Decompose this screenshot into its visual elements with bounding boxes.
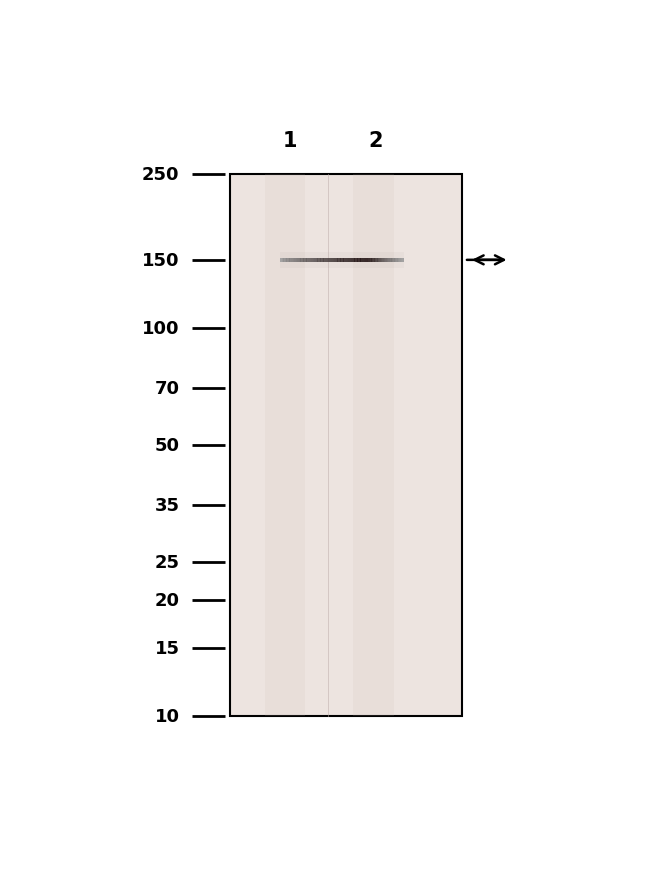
Bar — [285, 259, 287, 262]
Bar — [334, 259, 336, 262]
Text: 20: 20 — [155, 591, 179, 609]
Bar — [400, 259, 402, 262]
Bar — [292, 259, 294, 262]
Bar — [230, 175, 462, 717]
Text: 2: 2 — [369, 131, 383, 151]
Bar — [343, 259, 345, 262]
Bar — [368, 259, 370, 262]
Bar — [313, 259, 315, 262]
Bar — [320, 259, 322, 262]
Bar — [371, 259, 373, 262]
Bar — [341, 259, 342, 262]
Bar — [280, 259, 282, 262]
Bar — [289, 259, 291, 262]
Bar — [374, 259, 376, 262]
Bar — [353, 259, 354, 262]
Bar — [384, 259, 385, 262]
Bar — [308, 259, 310, 262]
Bar — [390, 259, 391, 262]
Bar — [373, 259, 374, 262]
Bar — [350, 259, 352, 262]
Bar — [283, 259, 285, 262]
Bar — [380, 259, 382, 262]
Bar — [362, 259, 364, 262]
Bar — [331, 259, 333, 262]
Bar — [316, 259, 317, 262]
Bar — [336, 259, 337, 262]
Bar — [395, 259, 396, 262]
Bar — [351, 259, 353, 262]
Bar — [306, 259, 308, 262]
Bar — [281, 259, 283, 262]
Text: 250: 250 — [142, 166, 179, 183]
Text: 35: 35 — [155, 496, 179, 514]
Bar — [382, 259, 384, 262]
Bar — [337, 259, 339, 262]
Text: 100: 100 — [142, 320, 179, 338]
Bar — [391, 259, 393, 262]
Bar — [348, 259, 350, 262]
Bar — [388, 259, 390, 262]
Bar — [296, 259, 298, 262]
Text: 15: 15 — [155, 640, 179, 657]
Bar — [387, 259, 389, 262]
Bar — [328, 259, 330, 262]
Text: 25: 25 — [155, 554, 179, 571]
Bar — [299, 259, 300, 262]
Bar — [324, 259, 325, 262]
Bar — [318, 259, 320, 262]
Bar — [365, 259, 367, 262]
Bar — [333, 259, 335, 262]
Bar — [317, 259, 319, 262]
Bar — [378, 259, 379, 262]
Bar — [376, 259, 378, 262]
Text: 10: 10 — [155, 707, 179, 726]
Bar — [398, 259, 399, 262]
Bar — [311, 259, 313, 262]
Bar — [370, 259, 372, 262]
Bar — [302, 259, 304, 262]
Bar — [396, 259, 398, 262]
Bar — [294, 259, 296, 262]
Bar — [345, 259, 347, 262]
Bar — [291, 259, 292, 262]
Bar — [399, 259, 401, 262]
Bar — [325, 259, 327, 262]
Bar — [379, 259, 381, 262]
Bar — [354, 259, 356, 262]
Bar — [288, 259, 290, 262]
Bar — [322, 259, 324, 262]
Bar — [330, 259, 332, 262]
Bar — [280, 253, 404, 269]
Bar — [402, 259, 404, 262]
Text: 70: 70 — [155, 380, 179, 398]
Bar — [265, 175, 306, 717]
Bar — [287, 259, 288, 262]
Bar — [367, 259, 369, 262]
Bar — [342, 259, 344, 262]
Bar — [314, 259, 316, 262]
Bar — [356, 259, 358, 262]
Bar — [346, 259, 348, 262]
Bar — [297, 259, 299, 262]
Bar — [359, 259, 361, 262]
Bar — [358, 259, 359, 262]
Bar — [300, 259, 302, 262]
Text: 50: 50 — [155, 436, 179, 454]
Bar — [305, 259, 307, 262]
Bar — [361, 259, 362, 262]
Bar — [326, 259, 328, 262]
Bar — [304, 259, 305, 262]
Text: 1: 1 — [283, 131, 298, 151]
Bar — [363, 259, 365, 262]
Bar — [354, 175, 393, 717]
Text: 150: 150 — [142, 251, 179, 269]
Bar — [339, 259, 341, 262]
Bar — [385, 259, 387, 262]
Bar — [393, 259, 395, 262]
Bar — [309, 259, 311, 262]
